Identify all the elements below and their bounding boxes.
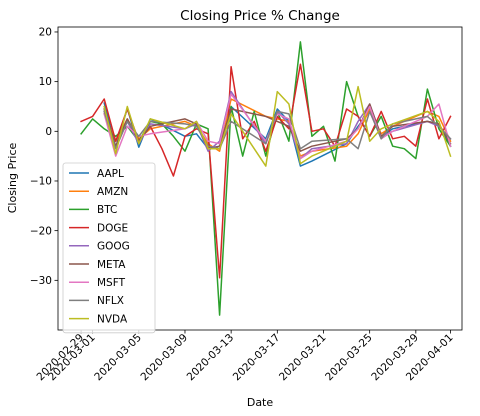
y-tick-label: 10 xyxy=(39,76,52,88)
plot-frame xyxy=(57,26,463,331)
legend-label-nvda: NVDA xyxy=(97,313,128,325)
legend-label-doge: DOGE xyxy=(97,222,128,234)
legend-label-goog: GOOG xyxy=(97,241,130,253)
legend-label-amzn: AMZN xyxy=(97,186,128,198)
series-line-msft xyxy=(103,93,452,160)
legend-label-msft: MSFT xyxy=(97,277,126,289)
y-tick-label: −10 xyxy=(30,176,52,188)
y-tick-label: 20 xyxy=(39,27,52,39)
y-tick-label: 0 xyxy=(45,126,52,138)
legend-label-nflx: NFLX xyxy=(97,295,124,307)
y-tick-label: −30 xyxy=(30,275,52,287)
series-line-nvda xyxy=(103,85,452,167)
legend-label-aapl: AAPL xyxy=(97,168,124,180)
legend-label-btc: BTC xyxy=(97,204,117,216)
y-tick-label: −20 xyxy=(30,225,52,237)
legend-box xyxy=(62,162,156,334)
legend-label-meta: META xyxy=(97,259,126,271)
chart-title: Closing Price % Change xyxy=(180,8,340,24)
x-axis-label: Date xyxy=(247,396,274,409)
y-axis-label: Closing Price xyxy=(6,143,19,214)
